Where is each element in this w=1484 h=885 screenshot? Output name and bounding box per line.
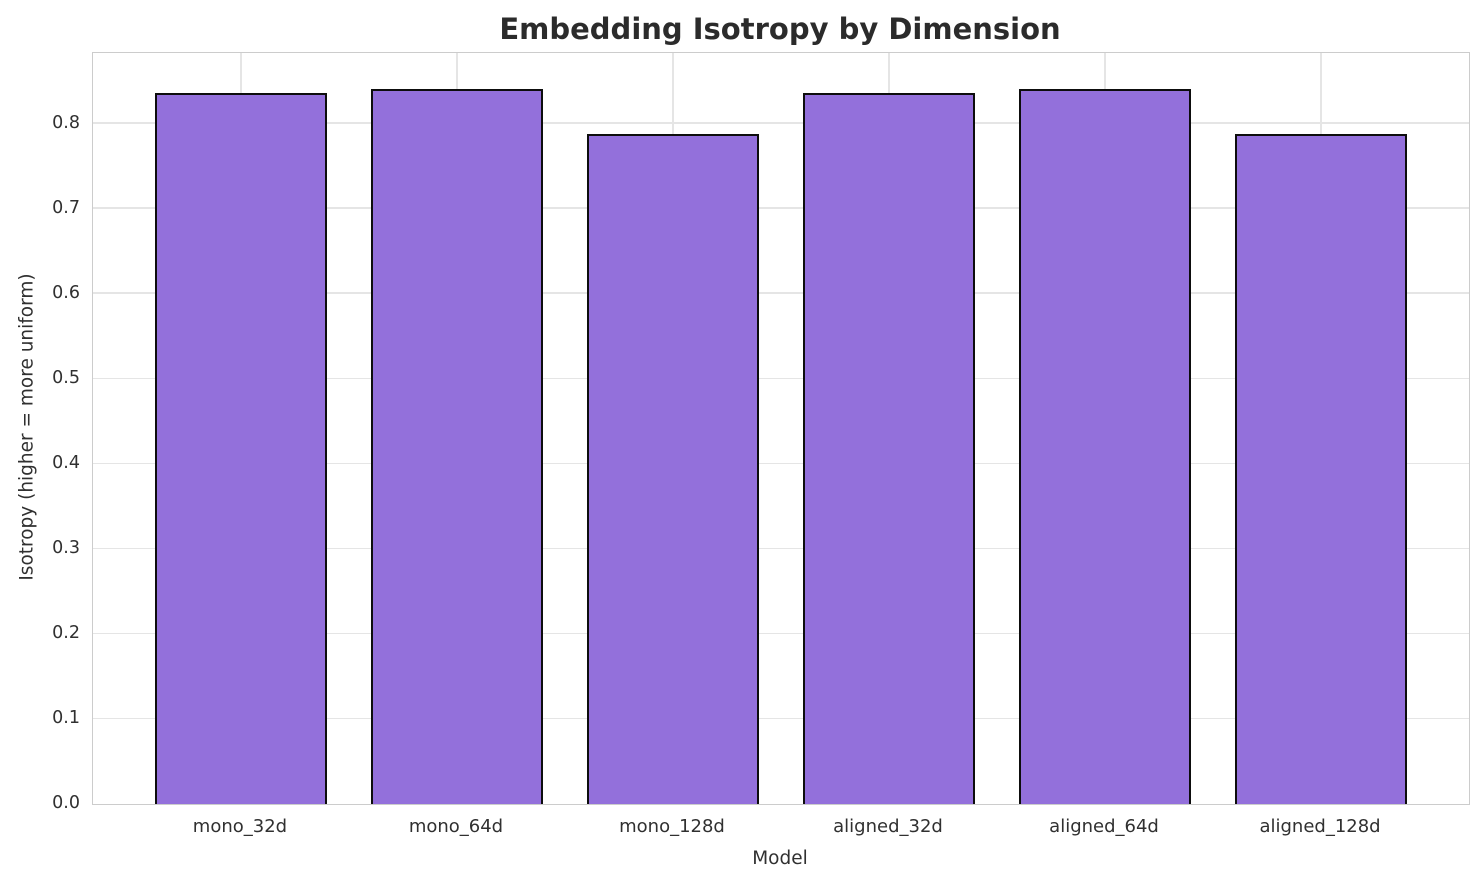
bar-mono_32d — [154, 92, 328, 804]
x-tick-label-aligned_128d: aligned_128d — [1259, 816, 1381, 837]
y-gridline — [93, 292, 1469, 294]
plot-area — [92, 52, 1470, 805]
y-gridline — [93, 207, 1469, 209]
y-tick-label: 0.0 — [52, 793, 80, 813]
y-gridline — [93, 717, 1469, 719]
bar-aligned_128d — [1234, 134, 1408, 804]
y-tick-label: 0.5 — [52, 367, 80, 388]
bar-aligned_64d — [1018, 89, 1192, 804]
y-tick-label: 0.3 — [52, 537, 80, 558]
x-tick-label-mono_32d: mono_32d — [192, 816, 288, 837]
y-tick-label: 0.1 — [52, 707, 80, 728]
x-tick-label-aligned_32d: aligned_32d — [833, 816, 943, 837]
y-gridline — [93, 122, 1469, 124]
x-tick-label-mono_64d: mono_64d — [408, 816, 504, 837]
chart-title: Embedding Isotropy by Dimension — [499, 12, 1061, 46]
y-tick-label: 0.6 — [52, 282, 80, 303]
y-tick-label: 0.7 — [52, 197, 80, 218]
y-tick-label: 0.2 — [52, 622, 80, 643]
y-gridline — [93, 632, 1469, 634]
y-tick-label: 0.4 — [52, 452, 80, 473]
bar-aligned_32d — [802, 92, 976, 804]
y-gridline — [93, 547, 1469, 549]
x-tick-label-mono_128d: mono_128d — [619, 816, 725, 837]
y-gridline — [93, 377, 1469, 379]
y-tick-label: 0.8 — [52, 112, 80, 133]
bar-mono_64d — [370, 89, 544, 804]
x-tick-label-aligned_64d: aligned_64d — [1049, 816, 1159, 837]
bar-mono_128d — [586, 134, 760, 804]
x-axis-label: Model — [752, 848, 808, 869]
y-gridline — [93, 462, 1469, 464]
y-axis-label: Isotropy (higher = more uniform) — [16, 273, 38, 581]
